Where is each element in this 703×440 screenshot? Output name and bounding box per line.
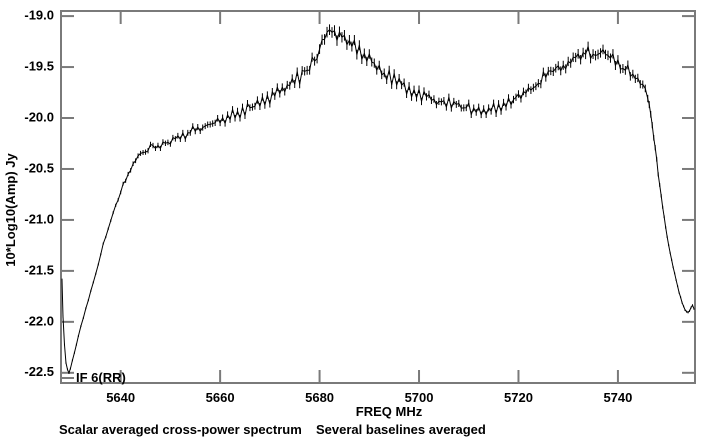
spectrum-line [61,29,695,374]
y-axis-ticks [61,15,695,374]
x-tick-label: 5700 [405,390,434,405]
x-tick-label: 5640 [106,390,135,405]
spectrum-error-bars [61,24,695,375]
x-axis-tick-labels: 5640 5660 5680 5700 5720 5740 [106,390,632,405]
if-label: IF 6(RR) [76,370,126,385]
y-tick-label: -20.0 [24,109,54,124]
plot-frame [60,10,696,384]
y-axis-tick-labels: -19.0 -19.5 -20.0 -20.5 -21.0 -21.5 -22.0 -22.5 [24,8,54,380]
x-tick-label: 5720 [504,390,533,405]
y-axis-title: 10*Log10(Amp) Jy [3,153,18,267]
x-axis-ticks [119,11,619,383]
if-label-group: IF 6(RR) [61,370,126,385]
caption-left: Scalar averaged cross-power spectrum [59,422,302,437]
y-tick-label: -19.5 [24,58,54,73]
y-tick-label: -21.5 [24,262,54,277]
y-tick-label: -21.0 [24,211,54,226]
x-tick-label: 5680 [305,390,334,405]
x-tick-label: 5740 [603,390,632,405]
y-tick-label: -22.0 [24,313,54,328]
x-axis-title: FREQ MHz [356,404,423,419]
caption-right: Several baselines averaged [316,422,486,437]
y-tick-label: -20.5 [24,160,54,175]
y-tick-label: -19.0 [24,8,54,23]
x-tick-label: 5660 [206,390,235,405]
y-tick-label: -22.5 [24,364,54,379]
